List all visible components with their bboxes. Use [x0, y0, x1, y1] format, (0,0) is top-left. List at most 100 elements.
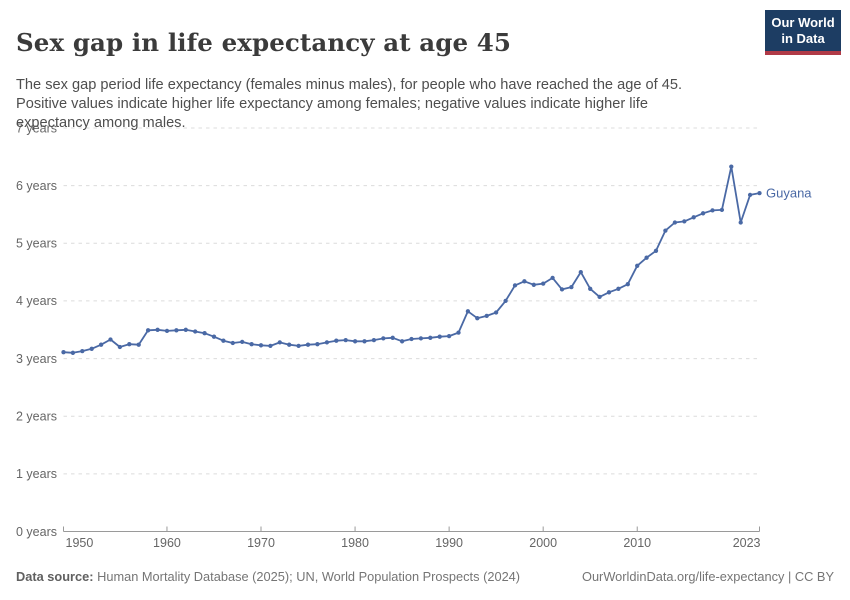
data-point [70, 350, 76, 355]
data-point [61, 350, 66, 355]
data-point [569, 284, 574, 290]
data-point [164, 328, 170, 334]
x-tick-label: 1960 [153, 536, 181, 550]
data-point [249, 342, 254, 347]
data-point [390, 335, 395, 340]
data-point [258, 343, 264, 348]
owid-cc-link[interactable]: OurWorldinData.org/life-expectancy | CC … [581, 569, 834, 584]
data-point [98, 342, 104, 347]
data-point [456, 330, 461, 335]
data-point [493, 310, 499, 315]
x-tick-label: 1990 [435, 536, 463, 550]
chart-subtitle: The sex gap period life expectancy (fema… [16, 76, 683, 131]
data-point [211, 334, 217, 339]
data-point [202, 331, 207, 336]
x-tick-label: 1970 [247, 536, 275, 550]
series-entity-label[interactable]: Guyana [766, 185, 812, 200]
data-point [428, 335, 433, 340]
y-tick-label: 6 years [16, 179, 57, 193]
data-point [174, 328, 179, 333]
data-point [183, 327, 188, 332]
data-point [710, 208, 715, 213]
data-point [531, 282, 536, 287]
data-point [635, 263, 640, 268]
x-tick-label: 2010 [623, 536, 651, 550]
data-point [719, 207, 725, 213]
data-point [240, 339, 245, 345]
data-point [315, 342, 320, 347]
y-gridlines [63, 127, 760, 475]
y-tick-label: 4 years [16, 294, 57, 308]
x-tick-label: 2000 [529, 536, 557, 550]
data-source-text: Human Mortality Database (2025); UN, Wor… [97, 569, 521, 584]
data-point [277, 340, 282, 345]
data-source-label: Data source: [16, 569, 94, 584]
owid-logo-accent-bar [765, 51, 841, 55]
data-point [418, 336, 424, 341]
data-point [465, 309, 471, 314]
owid-logo-text: Our World in Data [765, 10, 841, 51]
data-point [559, 287, 565, 292]
data-point [305, 342, 311, 347]
data-point [625, 282, 630, 287]
data-point [446, 333, 452, 339]
data-point [550, 275, 555, 281]
data-point [381, 336, 386, 341]
data-point [287, 342, 292, 347]
data-source-note: Data source: Human Mortality Database (2… [16, 569, 520, 585]
data-point [512, 283, 518, 288]
data-point [371, 337, 377, 343]
data-point [747, 192, 753, 198]
data-point [484, 313, 489, 319]
data-point [475, 316, 480, 321]
data-point [108, 337, 113, 342]
data-point [155, 327, 160, 332]
data-point [193, 329, 198, 334]
y-tick-label: 3 years [16, 352, 57, 366]
owid-logo[interactable]: Our World in Data [765, 10, 841, 55]
data-point [541, 281, 546, 286]
data-point [334, 338, 339, 343]
data-point [663, 228, 668, 233]
page-title: Sex gap in life expectancy at age 45 [16, 28, 512, 58]
data-point [80, 348, 85, 354]
data-point [399, 339, 405, 344]
y-tick-label: 1 years [16, 467, 57, 481]
data-point [324, 340, 330, 345]
data-point [117, 344, 123, 350]
data-point [437, 334, 442, 339]
data-point [672, 220, 678, 225]
y-tick-label: 7 years [16, 121, 57, 135]
x-tick-label: 1950 [66, 536, 94, 550]
data-point [362, 339, 367, 344]
y-tick-label: 5 years [16, 237, 57, 251]
y-tick-label: 0 years [16, 525, 57, 539]
x-axis-labels: 1950 1960 1970 1980 1990 2000 2010 2023 [66, 536, 761, 550]
x-tick-label: 2023 [733, 536, 761, 550]
data-point [616, 286, 621, 291]
data-point [644, 255, 649, 260]
data-point [653, 248, 659, 253]
data-point [682, 219, 687, 224]
data-point [503, 298, 508, 304]
data-point [127, 342, 132, 347]
y-tick-label: 2 years [16, 410, 57, 424]
data-point-markers [61, 164, 762, 355]
data-point [136, 342, 141, 347]
data-point [578, 269, 583, 275]
data-point [296, 343, 301, 349]
chart-footer: Data source: Human Mortality Database (2… [16, 569, 834, 585]
data-point [352, 339, 358, 344]
data-point [729, 164, 734, 169]
data-point [597, 294, 602, 300]
guyana-line-series [62, 165, 761, 354]
data-point [606, 290, 612, 295]
data-point [588, 286, 593, 291]
data-point [268, 343, 273, 349]
x-axis [63, 526, 760, 532]
data-point [738, 220, 743, 225]
data-point [700, 211, 706, 216]
data-point [757, 190, 762, 196]
data-point [221, 338, 226, 343]
